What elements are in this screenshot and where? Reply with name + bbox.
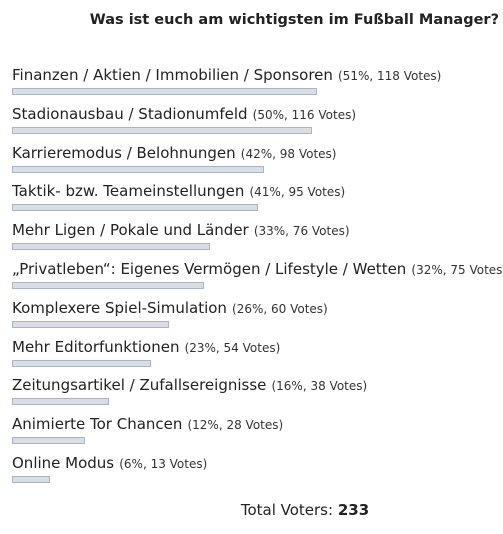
option-bar xyxy=(12,204,258,212)
total-count: 233 xyxy=(337,501,370,519)
poll-title: Was ist euch am wichtigsten im Fußball M… xyxy=(89,12,499,28)
option-stats: (32%, 75 Votes) xyxy=(411,263,503,277)
option-stats: (41%, 95 Votes) xyxy=(249,185,346,200)
option-label: Stadionausbau / Stadionumfeld xyxy=(12,104,248,123)
option-bar xyxy=(12,476,50,483)
option-stats: (16%, 38 Votes) xyxy=(271,379,368,394)
option-bar xyxy=(12,320,169,328)
option-stats: (26%, 60 Votes) xyxy=(232,301,328,316)
option-label: Mehr Editorfunktionen xyxy=(12,337,180,356)
option-bar xyxy=(12,243,211,251)
option-label: „Privatleben“: Eigenes Vermögen / Lifest… xyxy=(12,260,407,278)
option-label: Mehr Ligen / Pokale und Länder xyxy=(12,221,249,240)
option-stats: (42%, 98 Votes) xyxy=(240,146,337,161)
poll-option: Finanzen / Aktien / Immobilien / Sponsor… xyxy=(12,65,441,84)
option-bar xyxy=(12,359,151,367)
poll-option: Taktik- bzw. Teameinstellungen (41%, 95 … xyxy=(12,181,345,200)
poll-option: Komplexere Spiel-Simulation (26%, 60 Vot… xyxy=(12,298,328,317)
poll-option: Karrieremodus / Belohnungen (42%, 98 Vot… xyxy=(12,143,336,162)
option-bar xyxy=(12,437,86,445)
option-stats: (50%, 116 Votes) xyxy=(252,107,357,122)
option-stats: (23%, 54 Votes) xyxy=(184,340,281,355)
option-label: Taktik- bzw. Teameinstellungen xyxy=(12,182,245,201)
option-bar xyxy=(12,88,318,95)
option-label: Finanzen / Aktien / Immobilien / Sponsor… xyxy=(12,66,333,84)
option-bar xyxy=(12,126,312,134)
poll-option: Stadionausbau / Stadionumfeld (50%, 116 … xyxy=(12,104,356,123)
option-label: Online Modus xyxy=(12,454,115,472)
option-bar xyxy=(12,398,110,406)
poll-option: Online Modus (6%, 13 Votes) xyxy=(12,453,207,472)
poll-option: Zeitungsartikel / Zufallsereignisse (16%… xyxy=(12,375,367,394)
poll-option: Mehr Editorfunktionen (23%, 54 Votes) xyxy=(12,337,280,356)
poll-option: Mehr Ligen / Pokale und Länder (33%, 76 … xyxy=(12,220,350,239)
option-bar xyxy=(12,165,264,173)
poll-option: Animierte Tor Chancen (12%, 28 Votes) xyxy=(12,414,283,433)
option-stats: (51%, 118 Votes) xyxy=(338,69,442,83)
option-label: Animierte Tor Chancen xyxy=(12,415,183,434)
option-stats: (6%, 13 Votes) xyxy=(119,457,208,471)
option-label: Karrieremodus / Belohnungen xyxy=(12,143,236,162)
option-stats: (12%, 28 Votes) xyxy=(187,418,284,433)
option-stats: (33%, 76 Votes) xyxy=(253,224,350,239)
option-bar xyxy=(12,282,205,289)
option-label: Komplexere Spiel-Simulation xyxy=(12,298,227,317)
option-label: Zeitungsartikel / Zufallsereignisse xyxy=(12,376,267,395)
total-voters: Total Voters: 233 xyxy=(0,501,503,519)
total-label: Total Voters: xyxy=(240,501,334,519)
poll-option: „Privatleben“: Eigenes Vermögen / Lifest… xyxy=(12,259,503,278)
